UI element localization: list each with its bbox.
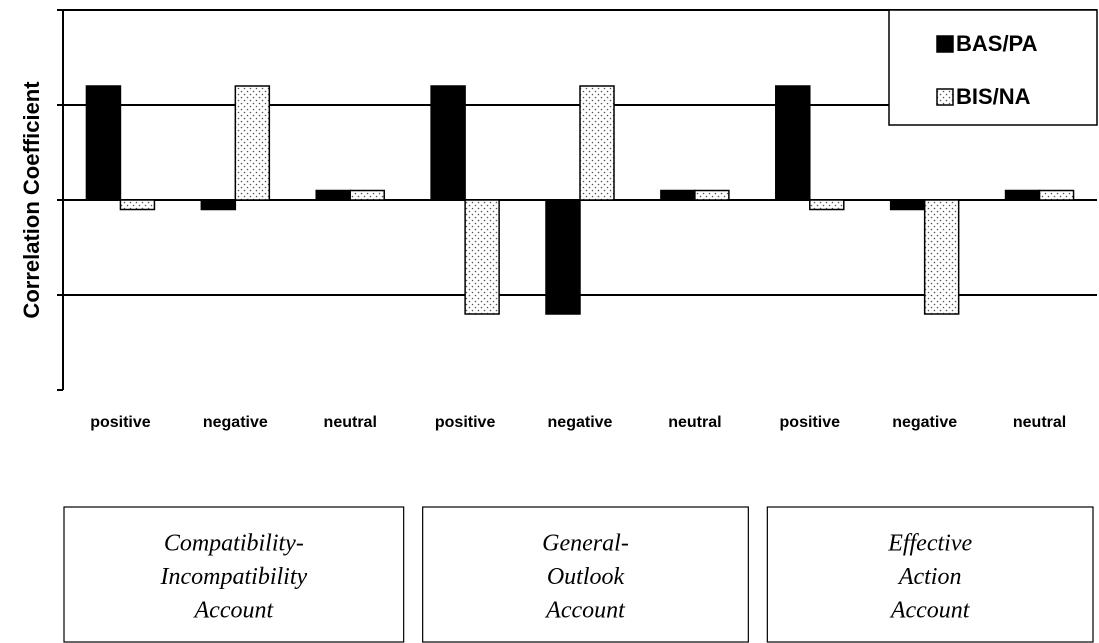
- bar: [464, 199, 500, 315]
- bar: [85, 85, 122, 201]
- legend-label: BAS/PA: [956, 31, 1038, 56]
- legend-label: BIS/NA: [956, 84, 1031, 109]
- x-tick-label: negative: [203, 414, 268, 431]
- bar: [889, 199, 926, 211]
- bar: [1038, 189, 1075, 201]
- x-tick-label: neutral: [324, 414, 377, 431]
- x-tick-label: negative: [548, 414, 613, 431]
- legend-swatch: [936, 88, 954, 106]
- x-tick-label: positive: [90, 414, 151, 431]
- group-box: [766, 506, 1094, 643]
- bar: [579, 85, 615, 201]
- group-label: Incompatibility: [160, 564, 308, 590]
- bar: [315, 189, 351, 201]
- group-label: General-: [542, 531, 629, 557]
- bar: [923, 199, 960, 315]
- group-label: Account: [193, 598, 275, 624]
- x-tick-label: positive: [435, 414, 496, 431]
- group-label: Account: [544, 598, 626, 624]
- bar: [694, 189, 730, 201]
- group-label: Compatibility-: [164, 531, 304, 557]
- group-box: [63, 506, 405, 643]
- bar: [775, 85, 811, 201]
- group-label: Effective: [887, 531, 972, 557]
- x-tick-label: negative: [892, 414, 957, 431]
- legend-swatch: [936, 35, 954, 53]
- group-label: Action: [897, 564, 962, 590]
- bar: [1004, 189, 1041, 201]
- group-label: Account: [889, 598, 971, 624]
- bar: [234, 85, 271, 201]
- bar: [200, 199, 237, 211]
- bar: [809, 199, 845, 211]
- bar: [119, 199, 156, 211]
- bar: [545, 199, 581, 315]
- y-axis-label: Correlation Coefficient: [19, 81, 44, 319]
- x-tick-label: positive: [780, 414, 841, 431]
- bar: [349, 189, 385, 201]
- group-label: Outlook: [547, 564, 625, 590]
- bar: [660, 189, 696, 201]
- x-tick-label: neutral: [668, 414, 721, 431]
- bar: [430, 85, 466, 201]
- legend-box: [888, 9, 1098, 126]
- x-tick-label: neutral: [1013, 414, 1066, 431]
- group-box: [422, 506, 749, 643]
